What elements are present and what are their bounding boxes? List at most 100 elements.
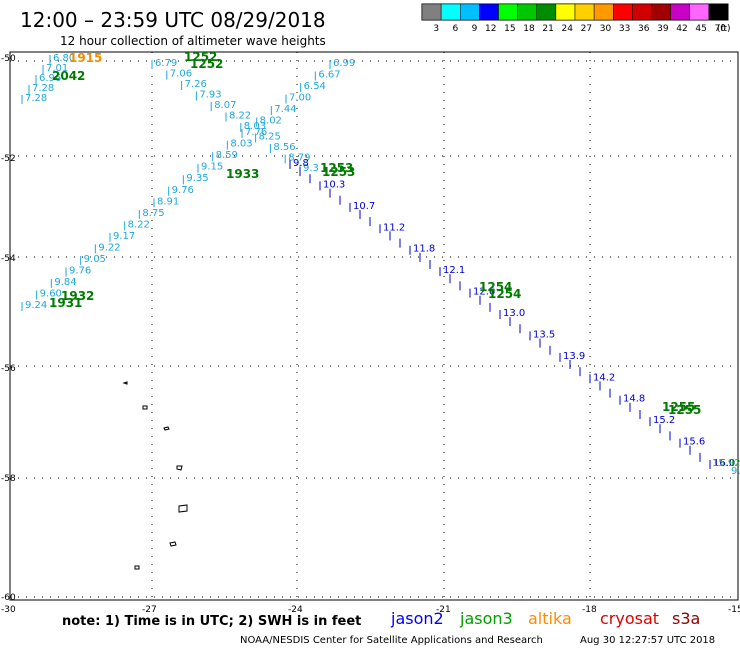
swh-value: 12.1 (443, 265, 465, 276)
track-jason3: 9.249.609.849.769.059.229.178.228.758.91… (21, 58, 355, 311)
lon-label: -18 (582, 605, 597, 615)
swh-value: 8.79 (288, 153, 310, 164)
swh-value: 13.5 (533, 329, 555, 340)
swh-value: 7.44 (274, 104, 296, 115)
swh-value: 7.28 (32, 83, 54, 94)
pass-time-label: 2042 (52, 69, 85, 83)
swh-value: 9.22 (98, 242, 120, 253)
swh-value: 8.03 (230, 139, 252, 150)
swh-value: 6.99 (333, 58, 355, 69)
swh-value: 7.26 (185, 79, 207, 90)
legend-unit: (ft) (717, 24, 731, 34)
legend-swatch (536, 3, 557, 21)
legend-label: 45 (695, 24, 706, 34)
legend-label: 24 (562, 24, 574, 34)
pass-time-label: 1915 (69, 51, 102, 65)
legend-label: 21 (542, 24, 553, 34)
longitude-labels: -30 -27 -24 -21 -18 -15 (1, 605, 740, 615)
satellite-name: cryosat (600, 609, 659, 628)
swh-value: 6.96 (39, 73, 61, 84)
swh-value: 8.56 (273, 142, 295, 153)
island (142, 405, 148, 410)
swh-value: 8.91 (157, 196, 179, 207)
legend-label: 33 (619, 24, 630, 34)
graticule (10, 52, 738, 600)
swh-value: 7.93 (199, 90, 221, 101)
lat-label: -56 (1, 364, 16, 374)
legend-swatch (517, 3, 537, 21)
swh-value: 9.60 (40, 288, 62, 299)
legend-swatch (440, 3, 461, 21)
swh-value: 7.28 (25, 93, 47, 104)
legend-swatch (651, 3, 671, 21)
legend-swatch (574, 3, 595, 21)
satellite-name: jason3 (459, 609, 513, 628)
altimeter-tracks: 9.249.609.849.769.059.229.178.228.758.91… (21, 53, 735, 469)
swh-value: 9.05 (84, 254, 106, 265)
swh-value: 16.0 (713, 458, 735, 469)
pass-time-label: 1253 (320, 161, 353, 175)
lon-label: -24 (288, 605, 303, 615)
island (163, 426, 170, 431)
satellite-legend: jason2 jason3 altika cryosat s3a (390, 609, 700, 628)
pass-time-labels: 1252 1252 1915 2042 1253 1253 1933 1254 … (49, 50, 701, 417)
legend-swatch (555, 3, 576, 21)
pass-time-label: 1254 (488, 287, 521, 301)
swh-value: 9.84 (54, 277, 76, 288)
pass-time-label: 1253 (322, 165, 355, 179)
lon-label: -21 (436, 605, 451, 615)
pass-time-label: 1252 (190, 57, 223, 71)
swh-value: 8.25 (259, 132, 281, 143)
swh-value: 12.6 (473, 287, 495, 298)
color-legend: 3 6 9 12 15 18 21 24 27 30 33 36 39 42 45 70 (ft) (421, 3, 731, 34)
legend-label: 18 (523, 24, 535, 34)
swh-value: 9.3 (303, 163, 319, 174)
swh-value: 14.2 (593, 372, 615, 383)
legend-swatch (479, 3, 499, 21)
lat-label: -50 (1, 54, 16, 64)
pass-time-label: 1255 (662, 400, 695, 414)
swh-value: 7.76 (245, 127, 267, 138)
swh-value: 13.0 (503, 308, 525, 319)
edge-swh-value: 9. (731, 466, 740, 477)
swh-value: 9.24 (25, 300, 47, 311)
lat-label: -52 (1, 154, 16, 164)
legend-label: 70 (715, 24, 727, 34)
swh-value: 10.7 (353, 201, 375, 212)
lat-label: -60 (1, 593, 16, 603)
legend-label: 12 (485, 24, 496, 34)
generated-timestamp: Aug 30 12:27:57 UTC 2018 (580, 635, 715, 646)
legend-label: 3 (433, 24, 439, 34)
lat-label: -54 (1, 254, 16, 264)
swh-value: 7.01 (46, 63, 68, 74)
latitude-labels: -50 -52 -54 -56 -58 -60 (1, 54, 16, 603)
legend-swatch (670, 3, 690, 21)
footer-note: note: 1) Time is in UTC; 2) SWH is in fe… (62, 614, 361, 629)
swh-value: 8.22 (128, 219, 150, 230)
pass-time-label: 1255 (668, 403, 701, 417)
swh-value: 9.76 (172, 185, 194, 196)
legend-swatch (613, 3, 633, 21)
swh-value: 6.54 (304, 81, 326, 92)
satellite-name: s3a (672, 609, 700, 628)
swh-value: 14.8 (623, 394, 645, 405)
legend-label: 30 (600, 24, 612, 34)
legend-swatch (498, 3, 518, 21)
pass-time-label: 1254 (479, 280, 512, 294)
legend-label: 39 (657, 24, 669, 34)
island (176, 465, 183, 471)
legend-swatch (421, 3, 442, 21)
legend-label: 15 (504, 24, 515, 34)
island (134, 565, 140, 570)
swh-value: 8.02 (260, 116, 282, 127)
swh-value: 8.59 (216, 150, 238, 161)
swh-value: 6.80 (53, 53, 75, 64)
lon-label: -27 (142, 605, 157, 615)
swh-value: 6.79 (155, 58, 177, 69)
swh-value: 10.3 (323, 179, 345, 190)
swh-value: 15.6 (683, 437, 705, 448)
swh-value: 9.35 (186, 173, 208, 184)
track-jason2: 9.8 10.3 10.7 11.2 11.8 12.1 12.6 13.0 13.5 13.9 1… (289, 158, 735, 469)
swh-value: 7.06 (170, 69, 192, 80)
legend-swatch (460, 3, 480, 21)
